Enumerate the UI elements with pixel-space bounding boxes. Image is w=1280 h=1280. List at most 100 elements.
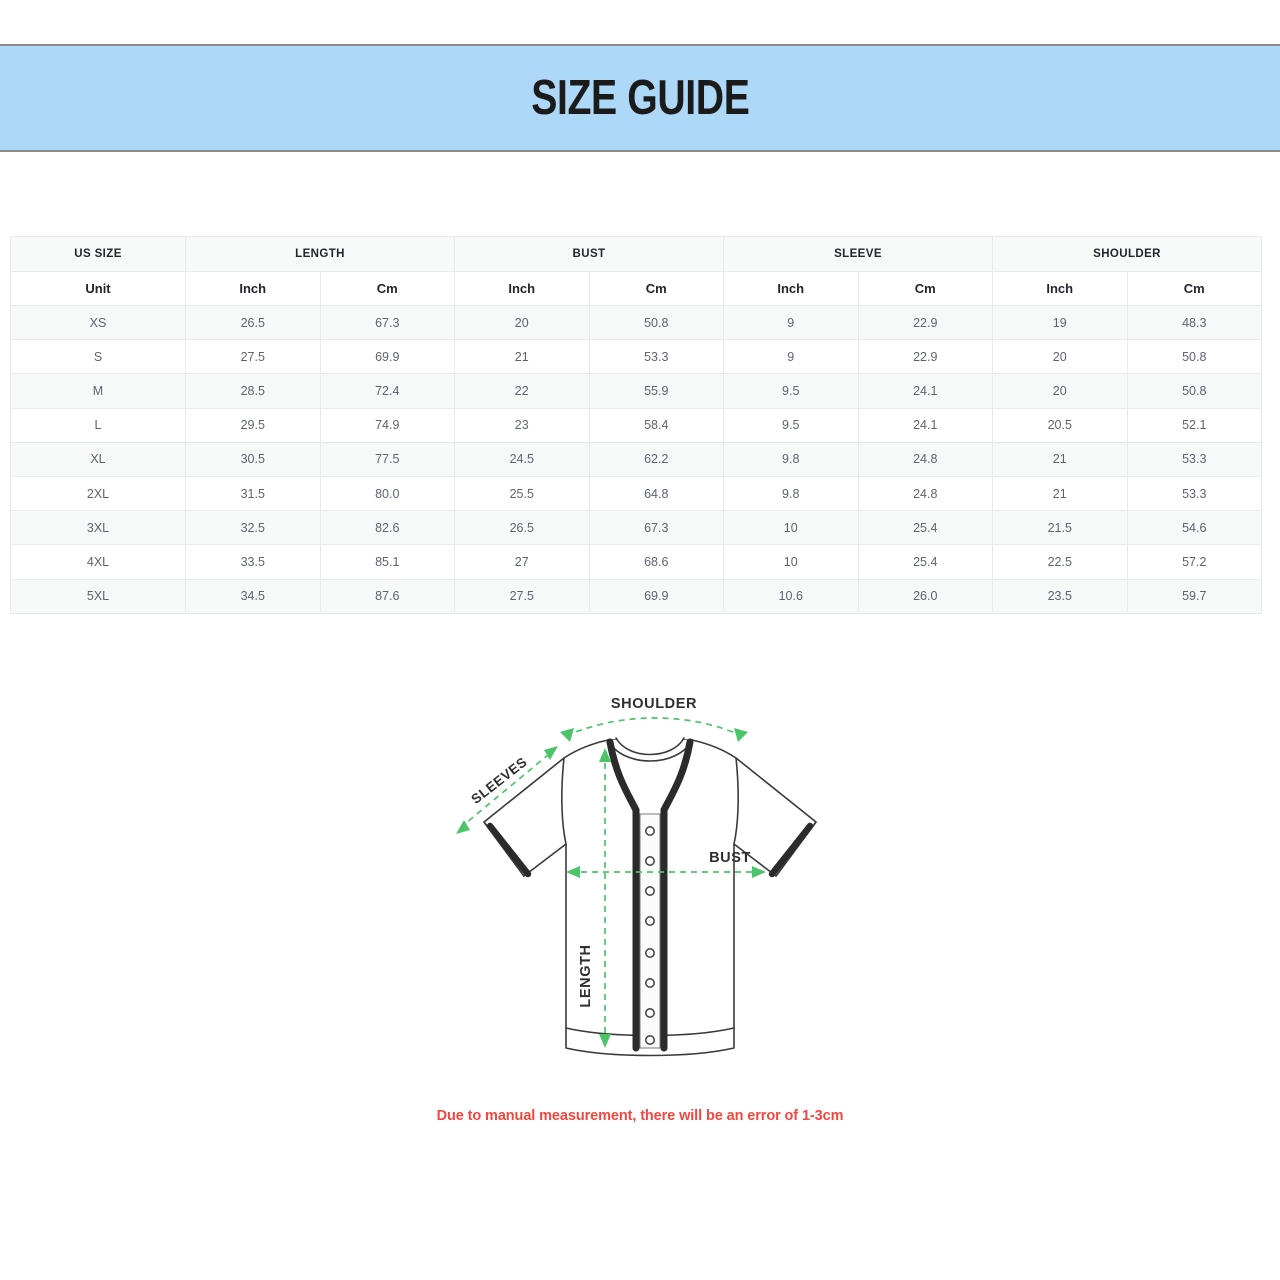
cell-bust-cm: 62.2 bbox=[588, 441, 724, 477]
right-armhole-seam bbox=[733, 757, 739, 845]
measurement-disclaimer: Due to manual measurement, there will be… bbox=[436, 1108, 844, 1124]
cell-shoulder-cm: 57.2 bbox=[1126, 544, 1263, 580]
table-row: XS 26.5 67.3 20 50.8 9 22.9 19 48.3 bbox=[10, 304, 1263, 341]
button-1 bbox=[645, 826, 656, 837]
shoulder-label: SHOULDER bbox=[611, 696, 697, 712]
table-row: S 27.5 69.9 21 53.3 9 22.9 20 50.8 bbox=[10, 339, 1263, 375]
button-8 bbox=[645, 1034, 656, 1045]
cell-shoulder-cm: 50.8 bbox=[1126, 373, 1263, 409]
cell-bust-cm: 55.9 bbox=[588, 373, 724, 409]
cell-bust-cm: 58.4 bbox=[588, 407, 724, 443]
length-arrow-top bbox=[599, 748, 611, 762]
button-7 bbox=[645, 1007, 656, 1018]
bust-arrow-left bbox=[566, 866, 580, 878]
group-header-bust: BUST bbox=[454, 236, 724, 272]
bust-label: BUST bbox=[709, 850, 751, 866]
unit-header-sleeve-cm: Cm bbox=[857, 271, 993, 306]
cell-sleeve-cm: 22.9 bbox=[857, 339, 993, 375]
cell-length-in: 27.5 bbox=[185, 339, 321, 375]
cell-sleeve-cm: 26.0 bbox=[857, 578, 993, 614]
cell-length-in: 32.5 bbox=[185, 510, 321, 546]
cell-shoulder-in: 21 bbox=[992, 475, 1128, 512]
button-2 bbox=[645, 856, 656, 867]
cell-size: XL bbox=[10, 441, 186, 477]
unit-header-unit: Unit bbox=[10, 271, 186, 306]
button-5 bbox=[645, 947, 656, 958]
table-row: XL 30.5 77.5 24.5 62.2 9.8 24.8 21 53.3 bbox=[10, 441, 1263, 477]
right-cuff-trim bbox=[768, 822, 814, 878]
group-header-shoulder: SHOULDER bbox=[991, 236, 1263, 272]
cell-shoulder-in: 23.5 bbox=[992, 578, 1128, 614]
cell-sleeve-in: 9.8 bbox=[723, 475, 859, 512]
cell-sleeve-in: 10 bbox=[723, 510, 859, 546]
cell-sleeve-in: 10 bbox=[723, 544, 859, 580]
cell-length-cm: 69.9 bbox=[319, 339, 455, 375]
cell-size: 5XL bbox=[10, 578, 186, 614]
group-header-us-size: US SIZE bbox=[10, 236, 186, 272]
table-row: 4XL 33.5 85.1 27 68.6 10 25.4 22.5 57.2 bbox=[10, 544, 1263, 580]
cell-shoulder-in: 20 bbox=[992, 373, 1128, 409]
measurement-guides-group bbox=[459, 717, 762, 1044]
cell-shoulder-in: 22.5 bbox=[992, 544, 1128, 580]
table-row: 2XL 31.5 80.0 25.5 64.8 9.8 24.8 21 53.3 bbox=[10, 475, 1263, 512]
unit-header-length-cm: Cm bbox=[319, 271, 455, 306]
unit-header-shoulder-cm: Cm bbox=[1126, 271, 1263, 306]
length-arrow-bottom bbox=[599, 1034, 611, 1048]
unit-header-row: Unit Inch Cm Inch Cm Inch Cm Inch Cm bbox=[10, 271, 1263, 306]
left-armhole-seam bbox=[561, 757, 567, 845]
cell-bust-in: 21 bbox=[454, 339, 590, 375]
cell-length-cm: 85.1 bbox=[319, 544, 455, 580]
cell-sleeve-cm: 25.4 bbox=[857, 544, 993, 580]
cell-bust-in: 25.5 bbox=[454, 475, 590, 512]
cell-length-in: 28.5 bbox=[185, 373, 321, 409]
button-4 bbox=[645, 916, 656, 927]
cell-shoulder-cm: 53.3 bbox=[1126, 441, 1263, 477]
placket-band bbox=[639, 813, 661, 1049]
cell-length-in: 30.5 bbox=[185, 441, 321, 477]
cell-bust-cm: 68.6 bbox=[588, 544, 724, 580]
shoulder-arrow-left bbox=[560, 728, 574, 742]
table-row: M 28.5 72.4 22 55.9 9.5 24.1 20 50.8 bbox=[10, 373, 1263, 409]
cell-shoulder-in: 21 bbox=[992, 441, 1128, 477]
table-row: 3XL 32.5 82.6 26.5 67.3 10 25.4 21.5 54.6 bbox=[10, 510, 1263, 546]
cell-bust-in: 20 bbox=[454, 304, 590, 341]
cell-size: S bbox=[10, 339, 186, 375]
cell-sleeve-in: 9 bbox=[723, 339, 859, 375]
cell-bust-cm: 50.8 bbox=[588, 304, 724, 341]
cell-sleeve-cm: 25.4 bbox=[857, 510, 993, 546]
shoulder-arrow-right bbox=[734, 728, 748, 742]
placket-buttons-group bbox=[645, 826, 656, 1045]
cell-shoulder-cm: 53.3 bbox=[1126, 475, 1263, 512]
size-table: US SIZE LENGTH BUST SLEEVE SHOULDER Unit… bbox=[10, 236, 1263, 614]
shoulder-guide-line bbox=[565, 717, 743, 737]
cell-shoulder-cm: 50.8 bbox=[1126, 339, 1263, 375]
cell-size: 3XL bbox=[10, 510, 186, 546]
cell-length-in: 33.5 bbox=[185, 544, 321, 580]
cell-bust-in: 27 bbox=[454, 544, 590, 580]
unit-header-length-inch: Inch bbox=[185, 271, 321, 306]
cell-length-cm: 74.9 bbox=[319, 407, 455, 443]
group-header-length: LENGTH bbox=[185, 236, 455, 272]
cell-sleeve-in: 9.5 bbox=[723, 373, 859, 409]
size-table-body: XS 26.5 67.3 20 50.8 9 22.9 19 48.3 S 27.5 69.9 21 53… bbox=[10, 304, 1263, 614]
jersey-measurement-diagram: SHOULDER SLEEVES BUST LENGTH bbox=[440, 676, 860, 1096]
sleeves-arrow-start bbox=[456, 820, 470, 834]
cell-size: 4XL bbox=[10, 544, 186, 580]
guide-arrowheads-group bbox=[456, 728, 766, 1048]
cell-shoulder-in: 19 bbox=[992, 304, 1128, 341]
cell-sleeve-cm: 24.1 bbox=[857, 373, 993, 409]
cell-bust-cm: 67.3 bbox=[588, 510, 724, 546]
cell-sleeve-cm: 24.8 bbox=[857, 475, 993, 512]
group-header-row: US SIZE LENGTH BUST SLEEVE SHOULDER bbox=[10, 236, 1263, 272]
table-row: 5XL 34.5 87.6 27.5 69.9 10.6 26.0 23.5 59.7 bbox=[10, 578, 1263, 614]
cell-bust-in: 27.5 bbox=[454, 578, 590, 614]
cell-length-cm: 72.4 bbox=[319, 373, 455, 409]
cell-length-in: 29.5 bbox=[185, 407, 321, 443]
cell-length-cm: 87.6 bbox=[319, 578, 455, 614]
button-6 bbox=[645, 977, 656, 988]
cell-bust-in: 23 bbox=[454, 407, 590, 443]
left-cuff-trim bbox=[486, 822, 532, 878]
cell-shoulder-in: 21.5 bbox=[992, 510, 1128, 546]
cell-bust-in: 24.5 bbox=[454, 441, 590, 477]
